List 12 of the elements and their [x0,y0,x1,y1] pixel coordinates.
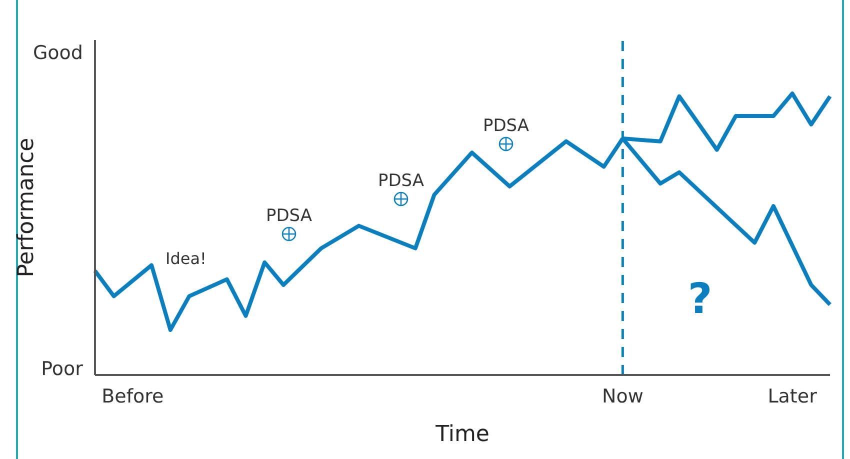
x-axis-title: Time [434,422,490,447]
x-tick-label: Later [768,385,818,408]
y-axis-title: Performance [14,138,39,278]
annotation: ? [688,274,712,323]
annotation: PDSA [378,171,424,191]
annotation: Idea! [166,249,206,268]
text: Good [32,42,83,64]
x-tick-label: Now [602,385,644,408]
text: Poor [41,358,84,380]
x-tick-label: Before [102,385,164,408]
annotation: PDSA [482,116,530,136]
annotation: PDSA [266,206,312,226]
